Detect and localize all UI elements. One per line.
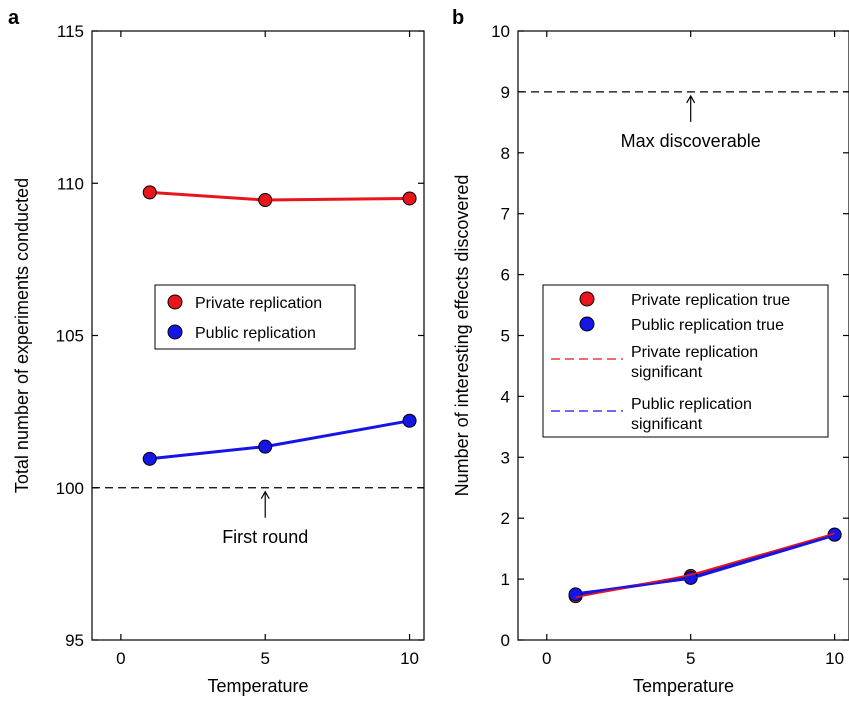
data-point bbox=[258, 192, 273, 207]
x-tick-label: 5 bbox=[686, 649, 695, 668]
y-tick-label: 115 bbox=[57, 22, 84, 41]
y-tick-label: 9 bbox=[501, 83, 510, 102]
data-point bbox=[258, 439, 273, 454]
x-tick-label: 10 bbox=[400, 649, 419, 668]
legend-marker bbox=[167, 294, 183, 310]
legend: Private replication Public replication bbox=[154, 284, 356, 350]
y-tick-label: 1 bbox=[501, 570, 510, 589]
legend-box bbox=[542, 284, 829, 438]
y-tick-label: 2 bbox=[501, 509, 510, 528]
y-tick-label: 110 bbox=[57, 174, 84, 193]
data-point bbox=[402, 191, 417, 206]
x-tick-label: 10 bbox=[825, 649, 844, 668]
series-line bbox=[149, 419, 410, 461]
data-point bbox=[568, 587, 583, 602]
legend-label: Private replication true bbox=[631, 292, 790, 309]
series-line-significant bbox=[575, 532, 835, 599]
chart-panel-a: 95 100 105 110 115 0 5 10 Temperature Total numbe… bbox=[12, 22, 425, 696]
x-axis-label: Temperature bbox=[633, 676, 734, 696]
y-axis-label: Number of interesting effects discovered bbox=[452, 175, 472, 497]
chart-panel-b: 0 1 2 3 4 5 6 7 8 9 10 0 5 10 Temperature Number of int… bbox=[452, 22, 849, 696]
legend-marker bbox=[167, 324, 183, 340]
reference-label: Max discoverable bbox=[621, 131, 761, 151]
legend-label: Public replication bbox=[631, 396, 752, 413]
y-tick-label: 3 bbox=[501, 448, 510, 467]
legend: Private replication true Public replicati… bbox=[542, 284, 829, 438]
data-point bbox=[142, 451, 157, 466]
panel-letter-a: a bbox=[8, 7, 20, 29]
y-axis-label: Total number of experiments conducted bbox=[12, 178, 32, 493]
data-point bbox=[142, 185, 157, 200]
y-tick-label: 6 bbox=[501, 266, 510, 285]
y-tick-label: 10 bbox=[491, 22, 510, 41]
reference-arrow-head bbox=[686, 94, 696, 104]
reference-label: First round bbox=[222, 527, 308, 547]
y-tick-label: 8 bbox=[501, 144, 510, 163]
series-line-significant bbox=[575, 535, 835, 594]
legend-label: Private replication bbox=[631, 344, 758, 361]
x-axis-label: Temperature bbox=[207, 676, 308, 696]
reference-arrow-head bbox=[260, 490, 270, 500]
series-line bbox=[575, 533, 836, 596]
panel-letter-b: b bbox=[452, 7, 464, 29]
y-tick-label: 105 bbox=[56, 327, 84, 346]
legend-label: Public replication bbox=[195, 325, 316, 342]
series-line bbox=[149, 190, 410, 202]
x-tick-label: 0 bbox=[542, 649, 551, 668]
y-tick-label: 7 bbox=[501, 205, 510, 224]
legend-marker bbox=[579, 291, 595, 307]
y-tick-label: 100 bbox=[56, 479, 84, 498]
y-tick-label: 5 bbox=[501, 327, 510, 346]
legend-label: Public replication true bbox=[631, 317, 784, 334]
legend-label-line2: significant bbox=[631, 416, 703, 433]
y-tick-label: 4 bbox=[501, 387, 510, 406]
legend-label-line2: significant bbox=[631, 364, 703, 381]
data-point bbox=[402, 413, 417, 428]
x-tick-label: 0 bbox=[116, 649, 125, 668]
legend-marker bbox=[579, 316, 595, 332]
y-tick-label: 0 bbox=[501, 631, 510, 650]
y-tick-label: 95 bbox=[65, 631, 84, 650]
legend-box bbox=[154, 284, 356, 350]
x-tick-label: 5 bbox=[260, 649, 269, 668]
legend-label: Private replication bbox=[195, 295, 322, 312]
